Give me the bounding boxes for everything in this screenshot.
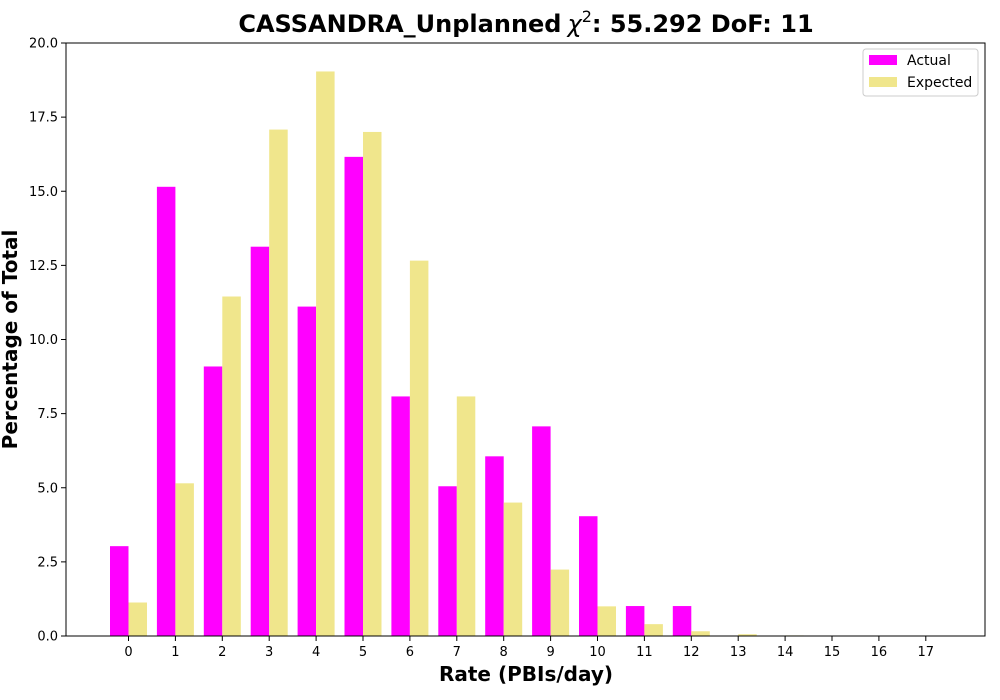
x-tick-label: 7 [453,645,461,660]
bar-actual-12 [672,606,692,636]
x-tick-label: 1 [171,645,179,660]
legend: Actual Expected [862,48,979,97]
x-tick-label: 13 [730,645,747,660]
y-tick-label: 17.5 [29,111,58,126]
chart-title-rest: : 55.292 DoF: 11 [592,10,814,38]
bar-expected-6 [409,260,429,636]
bar-expected-2 [222,296,241,636]
x-tick-label: 5 [359,645,367,660]
y-tick-label: 12.5 [29,259,58,274]
bar-actual-3 [250,246,270,636]
chart-title-main: CASSANDRA_Unplanned [238,10,561,38]
x-tick-label: 12 [683,645,700,660]
bar-actual-1 [156,186,176,637]
bar-expected-1 [175,483,194,636]
y-tick-label: 7.5 [37,407,58,422]
bar-expected-3 [269,129,288,636]
x-tick-label: 3 [265,645,273,660]
legend-label-actual: Actual [907,53,951,69]
bar-expected-8 [503,502,523,636]
y-axis: 0.0 2.5 5.0 7.5 10.0 12.5 15.0 17.5 20.0 [29,37,66,645]
x-tick-label: 9 [546,645,554,660]
bar-actual-8 [485,456,504,636]
bar-actual-10 [579,516,598,636]
bar-expected-12 [691,631,710,636]
bar-expected-4 [316,71,335,636]
bars-group [110,71,945,637]
bar-actual-6 [391,396,410,636]
x-tick-label: 14 [777,645,794,660]
x-axis-label: Rate (PBIs/day) [439,662,613,686]
legend-label-expected: Expected [907,75,972,91]
chart-title: CASSANDRA_Unplanned χ2: 55.292 DoF: 11 [238,7,813,38]
bar-expected-13 [738,634,757,636]
chart-title-sup: 2 [582,7,592,26]
x-tick-label: 4 [312,645,320,660]
bar-actual-9 [532,426,551,636]
legend-swatch-actual [869,55,897,65]
x-tick-label: 6 [406,645,414,660]
bar-actual-4 [297,306,317,636]
bar-actual-0 [110,546,129,636]
x-tick-label: 8 [500,645,508,660]
bar-expected-9 [550,569,570,636]
bar-actual-5 [344,156,363,637]
y-tick-label: 20.0 [29,37,58,52]
bar-expected-11 [644,624,663,636]
x-tick-label: 0 [124,645,132,660]
y-tick-label: 10.0 [29,333,58,348]
x-tick-label: 15 [824,645,841,660]
x-tick-label: 11 [636,645,653,660]
x-tick-label: 16 [871,645,888,660]
y-tick-label: 5.0 [37,481,58,496]
bar-expected-7 [456,396,476,636]
x-tick-label: 2 [218,645,226,660]
plot-frame [65,42,986,637]
y-tick-label: 2.5 [37,555,58,570]
x-axis: 0 1 2 3 4 5 6 7 8 9 10 11 12 13 14 15 16 17 [124,636,934,660]
bar-expected-5 [363,131,382,636]
y-axis-label: Percentage of Total [0,230,22,450]
bar-actual-11 [625,606,645,636]
x-tick-label: 17 [918,645,935,660]
y-tick-label: 0.0 [37,630,58,645]
chart-title-chi: χ [565,10,582,38]
bar-expected-10 [597,606,616,636]
legend-swatch-expected [869,77,897,87]
bar-expected-0 [128,602,147,636]
x-tick-label: 10 [589,645,606,660]
y-tick-label: 15.0 [29,185,58,200]
bar-actual-2 [203,366,223,636]
bar-actual-7 [438,486,457,636]
